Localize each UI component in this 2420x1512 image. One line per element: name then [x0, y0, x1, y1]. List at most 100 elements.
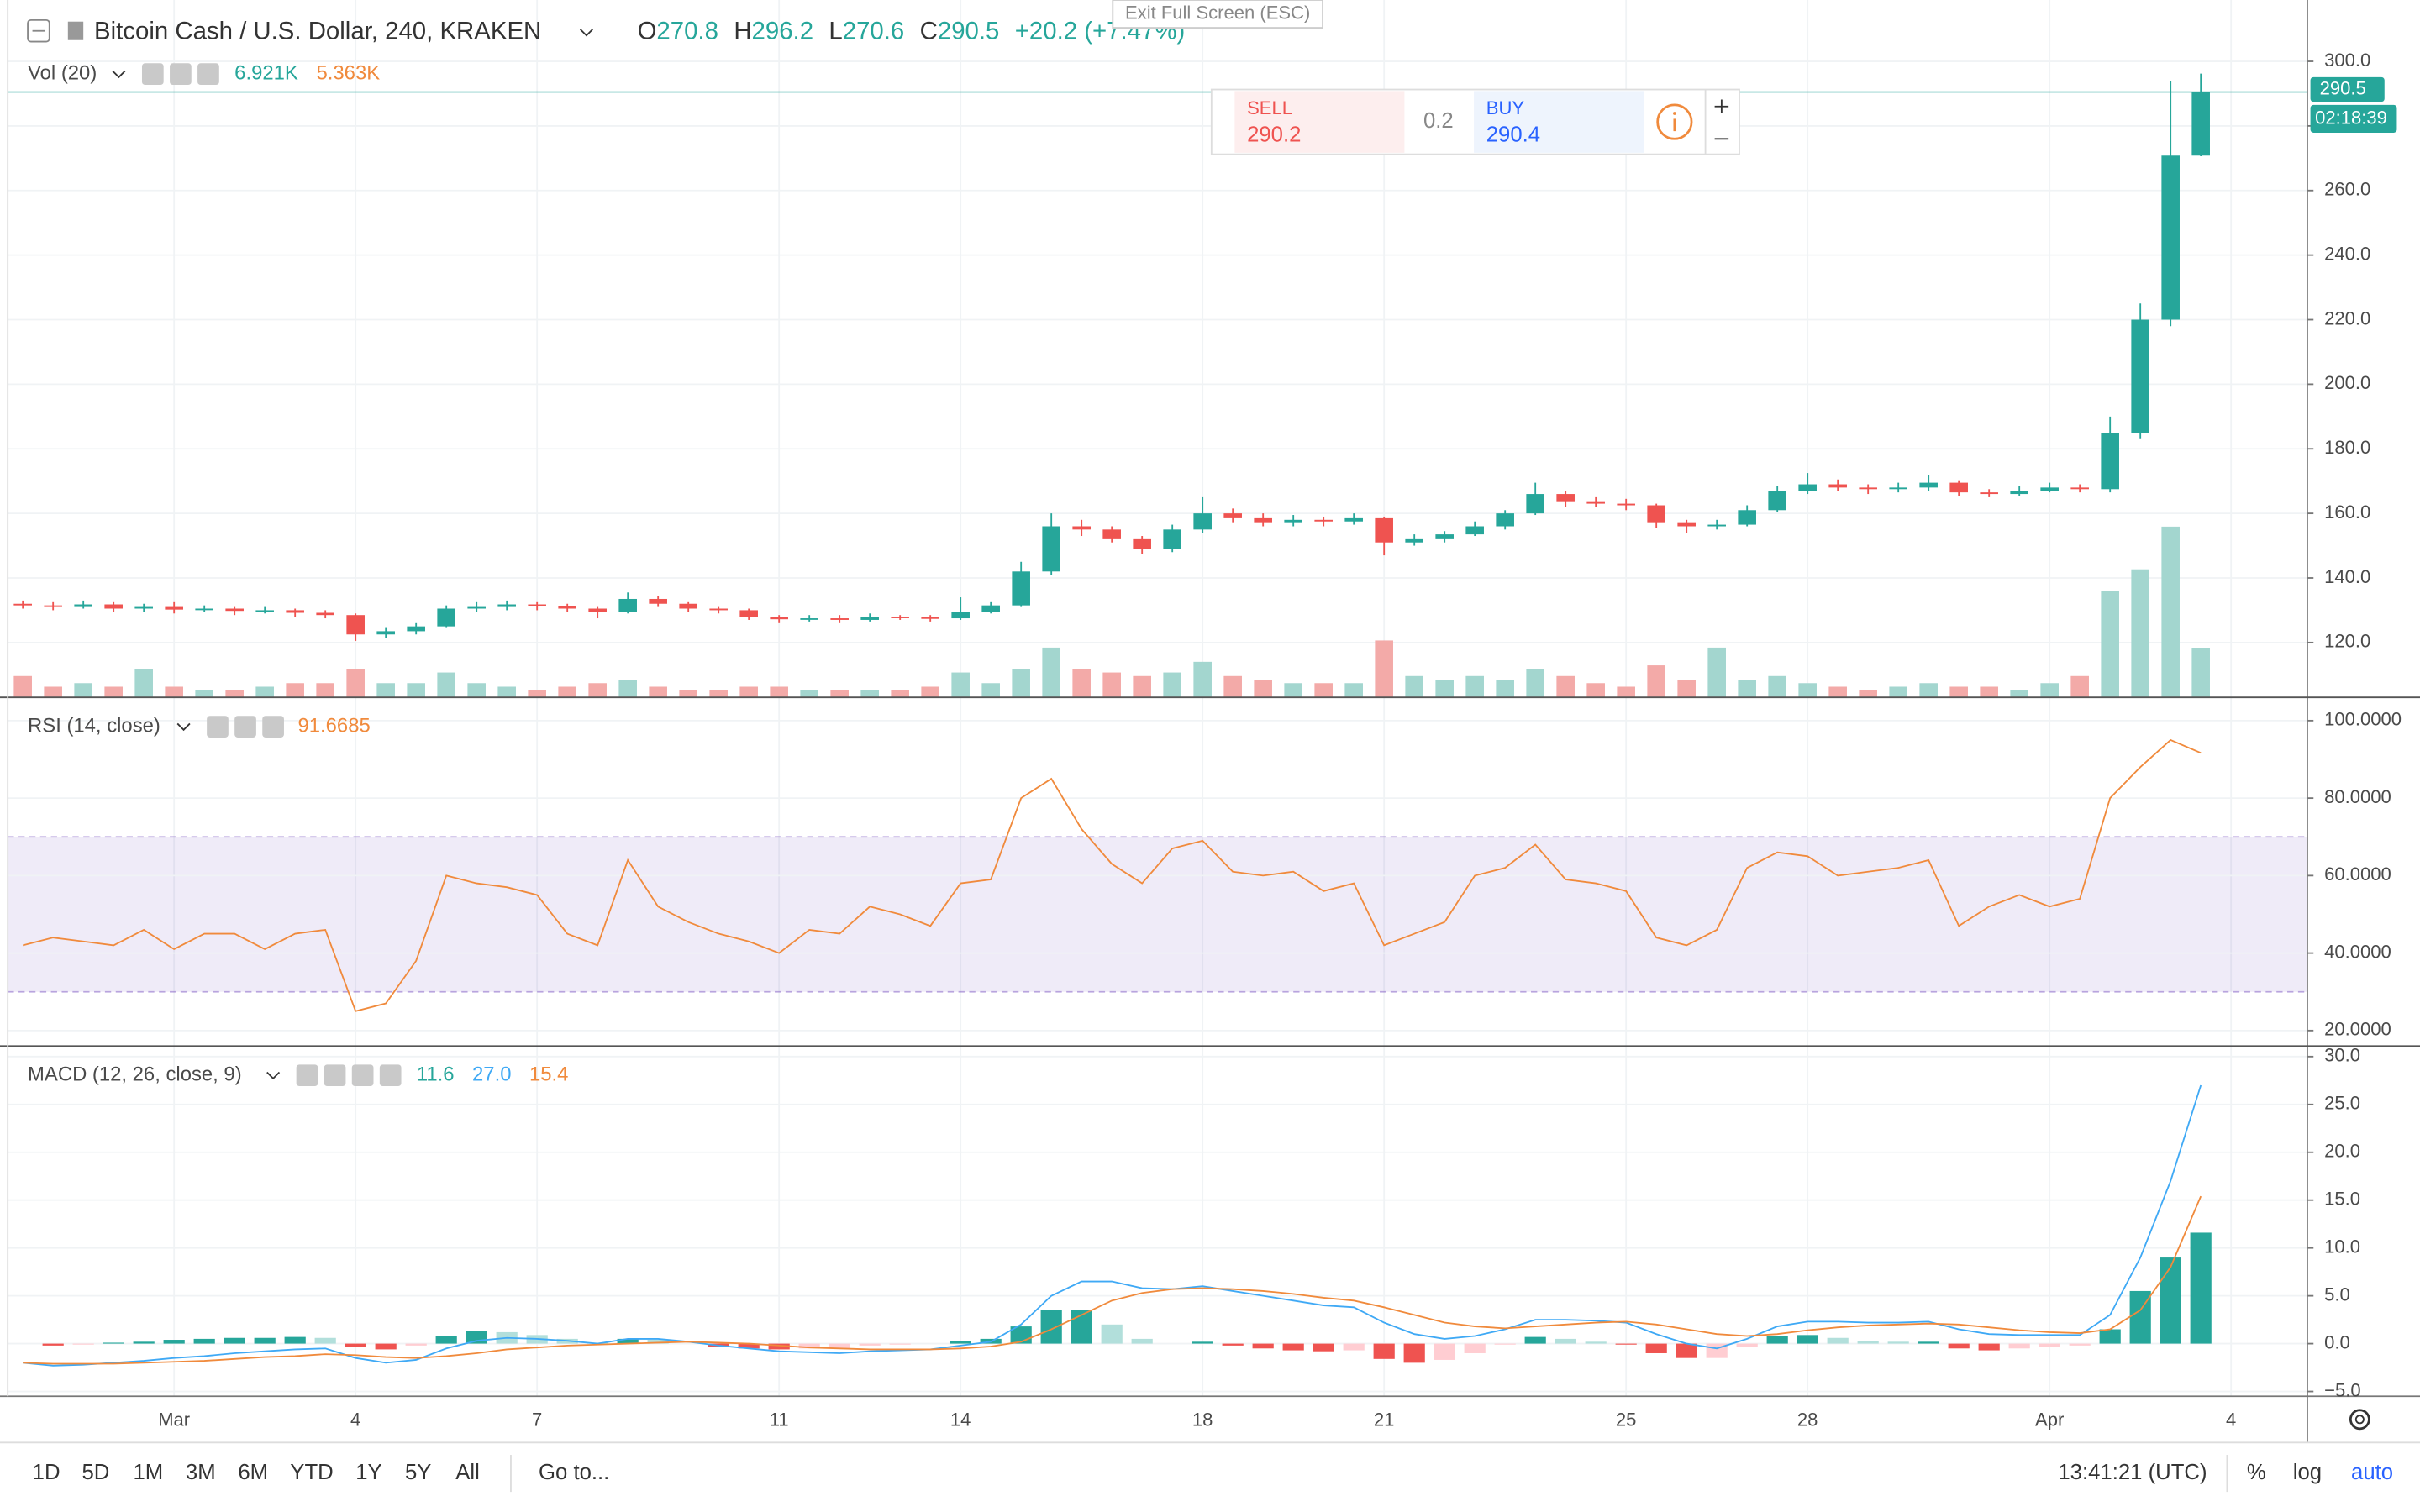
volume-bar: [225, 690, 244, 698]
log-toggle[interactable]: log: [2293, 1461, 2322, 1484]
volume-bar: [1828, 686, 1847, 698]
dropdown-icon: [176, 722, 191, 732]
volume-bar: [528, 690, 546, 698]
range-button[interactable]: YTD: [290, 1461, 333, 1484]
tooltip-box: [1112, 0, 1323, 29]
ohlc-label: C: [920, 17, 938, 45]
volume-bar: [770, 686, 788, 698]
histogram-bar: [859, 1343, 881, 1346]
buy-button[interactable]: [1474, 91, 1644, 153]
settings-button[interactable]: [170, 63, 192, 86]
volume-bar: [1254, 680, 1272, 698]
histogram-bar: [647, 1340, 669, 1344]
histogram-bar: [1978, 1343, 2000, 1351]
candle-body: [1919, 482, 1938, 488]
histogram-bar: [345, 1343, 366, 1347]
mark-layer: [13, 73, 2212, 1367]
range-button[interactable]: 5D: [82, 1461, 109, 1484]
remove-button[interactable]: [197, 63, 219, 86]
candle-body: [2161, 155, 2180, 320]
candle-body: [1465, 526, 1484, 535]
y-tick-label: −5.0: [2324, 1379, 2361, 1400]
settings-gear[interactable]: [2349, 1409, 2370, 1431]
ohlc-value: 270.6: [843, 17, 905, 45]
candle-body: [2040, 487, 2059, 491]
candle-body: [618, 598, 637, 612]
volume-bar: [1586, 683, 1605, 698]
y-tick-label: 25.0: [2324, 1093, 2360, 1114]
histogram-bar: [1555, 1338, 1576, 1344]
range-button[interactable]: All: [455, 1461, 480, 1484]
dropdown-icon: [266, 1071, 281, 1080]
goto-button[interactable]: Go to...: [539, 1461, 609, 1484]
range-button[interactable]: 6M: [238, 1461, 268, 1484]
clock: 13:41:21 (UTC): [2058, 1461, 2207, 1484]
range-button[interactable]: 3M: [186, 1461, 216, 1484]
signal-line: [23, 1195, 2202, 1365]
last-price-box: [2310, 76, 2385, 102]
volume-bar: [104, 686, 123, 698]
volume-bar: [739, 686, 758, 698]
volume-bar: [1223, 675, 1242, 698]
indicator-title[interactable]: RSI (14, close): [28, 714, 160, 737]
range-button[interactable]: 1Y: [355, 1461, 381, 1484]
range-button[interactable]: 1D: [33, 1461, 60, 1484]
volume-bar: [1556, 675, 1575, 698]
volume-bar: [618, 680, 637, 698]
ohlc-value: 270.8: [656, 17, 718, 45]
source-button[interactable]: [351, 1064, 374, 1087]
indicator-title[interactable]: MACD (12, 26, close, 9): [28, 1063, 242, 1086]
candle-body: [437, 608, 455, 627]
candle-body: [679, 603, 697, 609]
sell-price: 290.2: [1247, 123, 1301, 146]
toolbar: 1D 5D 1M 3M 6M YTD 1Y 5Y All Go to... 13…: [33, 1455, 2393, 1493]
percent-toggle[interactable]: %: [2247, 1461, 2266, 1484]
remove-button[interactable]: [379, 1064, 402, 1087]
settings-button[interactable]: [234, 716, 256, 738]
volume-bar: [1738, 680, 1756, 698]
range-button[interactable]: 5Y: [405, 1461, 431, 1484]
eye-button[interactable]: [207, 716, 229, 738]
histogram-bar: [314, 1337, 336, 1344]
histogram-bar: [254, 1337, 276, 1344]
symbol-title[interactable]: Bitcoin Cash / U.S. Dollar, 240, KRAKEN: [94, 17, 541, 45]
volume-bar: [1526, 669, 1544, 698]
volume-bar: [921, 686, 939, 698]
volume-bar: [2070, 675, 2089, 698]
eye-button[interactable]: [141, 63, 164, 86]
volume-bar: [1102, 672, 1121, 698]
range-button[interactable]: 1M: [133, 1461, 163, 1484]
histogram-bar: [2069, 1343, 2091, 1346]
eye-button[interactable]: [296, 1064, 318, 1087]
settings-gear-center: [2354, 1415, 2365, 1425]
spread: 0.2: [1423, 109, 1454, 133]
candle-body: [1556, 494, 1575, 502]
settings-button[interactable]: [324, 1064, 346, 1087]
countdown: 02:18:39: [2315, 107, 2387, 128]
histogram-bar: [405, 1343, 427, 1346]
volume-bar: [1919, 683, 1938, 698]
y-tick-label: 40.0000: [2324, 941, 2391, 962]
volume-bar: [1949, 686, 1968, 698]
candle-body: [709, 608, 728, 611]
x-tick-label: Mar: [158, 1409, 190, 1430]
candle-body: [1949, 482, 1968, 493]
candle-body: [376, 631, 395, 635]
histogram-bar: [1192, 1341, 1213, 1344]
plus-button[interactable]: [1714, 99, 1729, 113]
y-tick-label: 80.0000: [2324, 786, 2391, 807]
histogram-bar: [1615, 1343, 1637, 1345]
collapse-button[interactable]: [27, 18, 50, 43]
candle-body: [2070, 487, 2089, 490]
last-price: 290.5: [2320, 77, 2366, 98]
y-tick-label: 160.0: [2324, 501, 2370, 522]
remove-button[interactable]: [262, 716, 284, 738]
indicator-title[interactable]: Vol (20): [28, 61, 97, 84]
sell-button[interactable]: [1234, 91, 1405, 153]
info-button[interactable]: [1656, 103, 1693, 140]
auto-toggle[interactable]: auto: [2351, 1461, 2393, 1484]
histogram-bar: [193, 1338, 215, 1344]
volume-bar: [830, 690, 849, 698]
histogram-bar: [1887, 1341, 1909, 1344]
